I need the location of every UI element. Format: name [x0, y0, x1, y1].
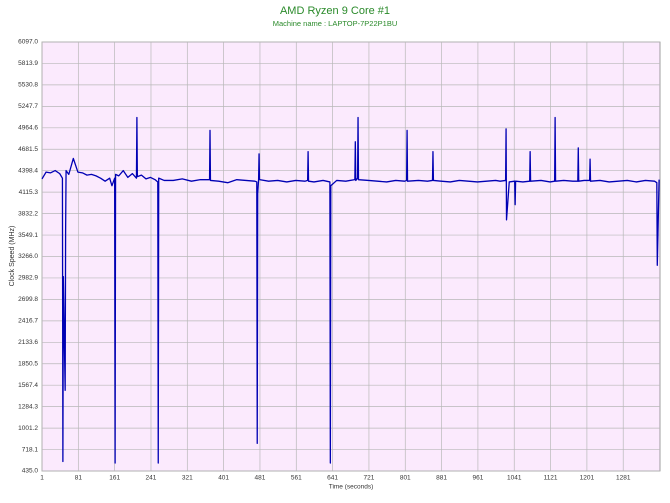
x-tick-label: 881	[436, 475, 447, 482]
x-tick-label: 801	[400, 475, 411, 482]
line-series	[41, 116, 660, 464]
x-tick-label: 1	[40, 475, 44, 482]
y-tick-label: 3832.2	[18, 210, 38, 217]
x-tick-label: 81	[75, 475, 83, 482]
y-tick-label: 3549.1	[18, 232, 38, 239]
y-tick-label: 1001.2	[18, 425, 38, 432]
x-tick-label: 241	[146, 475, 157, 482]
y-tick-label: 718.1	[22, 446, 39, 453]
y-tick-label: 2416.7	[18, 318, 38, 325]
y-tick-label: 1567.4	[18, 382, 38, 389]
y-tick-label: 435.0	[22, 468, 39, 475]
x-tick-label: 1121	[544, 475, 558, 482]
y-tick-label: 1284.3	[18, 403, 38, 410]
x-tick-label: 561	[291, 475, 302, 482]
y-tick-label: 1850.5	[18, 360, 38, 367]
chart-subtitle: Machine name : LAPTOP-7P22P1BU	[273, 19, 398, 28]
x-tick-label: 721	[364, 475, 375, 482]
x-tick-label: 641	[327, 475, 338, 482]
x-tick-label: 161	[109, 475, 120, 482]
y-tick-label: 4398.4	[18, 167, 38, 174]
y-tick-label: 2133.6	[18, 339, 38, 346]
x-tick-label: 401	[218, 475, 229, 482]
y-tick-label: 5247.7	[18, 103, 38, 110]
chart-title: AMD Ryzen 9 Core #1	[280, 5, 390, 17]
y-tick-label: 5530.8	[18, 82, 38, 89]
x-tick-label: 1041	[507, 475, 522, 482]
x-tick-label: 961	[472, 475, 483, 482]
x-tick-label: 1201	[580, 475, 595, 482]
y-tick-label: 5813.9	[18, 60, 38, 67]
y-tick-label: 2982.9	[18, 275, 38, 282]
y-tick-label: 3266.0	[18, 253, 38, 260]
y-tick-label: 6097.0	[18, 39, 38, 46]
y-axis-label: Clock Speed (MHz)	[9, 226, 16, 287]
y-tick-label: 2699.8	[18, 296, 38, 303]
y-tick-label: 4964.6	[18, 125, 38, 132]
x-axis-label: Time (seconds)	[329, 484, 374, 491]
x-tick-label: 481	[255, 475, 266, 482]
x-tick-label: 321	[182, 475, 193, 482]
x-tick-label: 1281	[616, 475, 631, 482]
y-tick-label: 4681.5	[18, 146, 38, 153]
y-tick-label: 4115.3	[19, 189, 39, 196]
